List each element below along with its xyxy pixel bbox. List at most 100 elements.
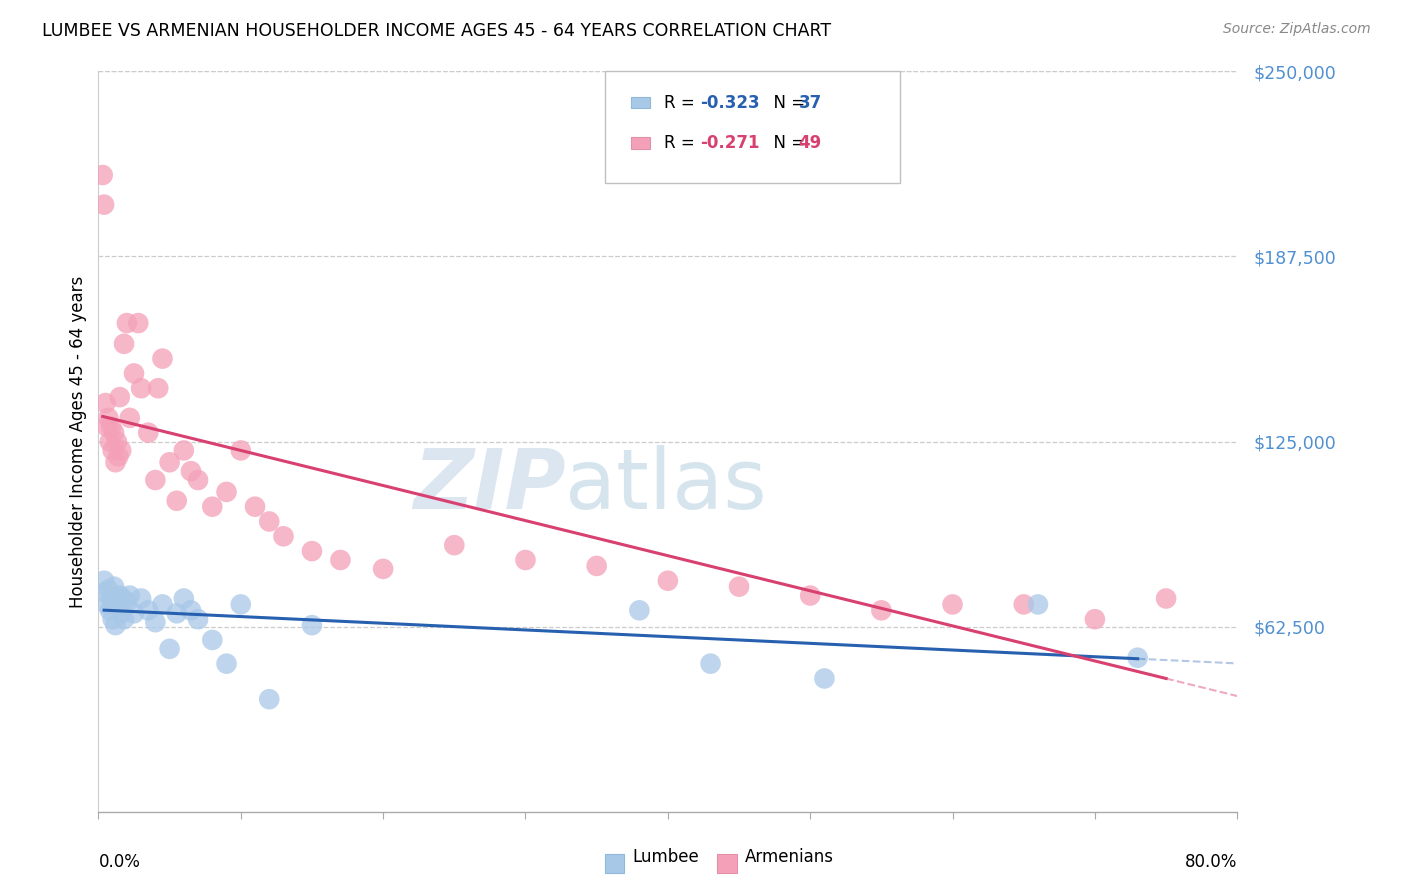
Point <box>103 580 125 594</box>
Text: ZIP: ZIP <box>413 445 565 526</box>
Point <box>129 591 152 606</box>
Point <box>107 600 129 615</box>
Point <box>98 603 121 617</box>
Point <box>180 464 202 478</box>
Text: N =: N = <box>763 94 811 112</box>
Point <box>870 603 893 617</box>
Text: 37: 37 <box>799 94 823 112</box>
Point <box>110 607 132 621</box>
Point <box>166 607 188 621</box>
Point <box>1126 650 1149 665</box>
Text: R =: R = <box>664 134 700 152</box>
Point <box>515 553 537 567</box>
Point <box>273 529 295 543</box>
Point <box>101 443 124 458</box>
Point <box>97 410 120 425</box>
Point <box>100 419 122 434</box>
Point <box>329 553 352 567</box>
Text: N =: N = <box>763 134 811 152</box>
Point <box>93 197 115 211</box>
Text: Lumbee: Lumbee <box>633 848 699 866</box>
Point <box>657 574 679 588</box>
Point <box>152 598 174 612</box>
Point <box>98 434 121 449</box>
Point <box>301 544 323 558</box>
Y-axis label: Householder Income Ages 45 - 64 years: Householder Income Ages 45 - 64 years <box>69 276 87 607</box>
Point <box>187 473 209 487</box>
Point <box>1012 598 1035 612</box>
Point <box>145 615 167 630</box>
Point <box>301 618 323 632</box>
Point <box>122 607 145 621</box>
Point <box>443 538 465 552</box>
Point <box>259 515 281 529</box>
Point <box>105 598 128 612</box>
Point <box>136 603 159 617</box>
Point <box>942 598 965 612</box>
Point <box>115 316 138 330</box>
Point <box>108 589 131 603</box>
Point <box>97 582 120 597</box>
Point <box>215 657 238 671</box>
Point <box>115 594 138 608</box>
Text: -0.323: -0.323 <box>700 94 759 112</box>
Point <box>145 473 167 487</box>
Point <box>101 612 124 626</box>
Point <box>94 396 117 410</box>
Text: 0.0%: 0.0% <box>98 854 141 871</box>
Text: LUMBEE VS ARMENIAN HOUSEHOLDER INCOME AGES 45 - 64 YEARS CORRELATION CHART: LUMBEE VS ARMENIAN HOUSEHOLDER INCOME AG… <box>42 22 831 40</box>
Point <box>107 450 129 464</box>
Point <box>96 419 118 434</box>
Point <box>110 443 132 458</box>
Point <box>111 591 134 606</box>
Text: 49: 49 <box>799 134 823 152</box>
Point <box>1154 591 1177 606</box>
Point <box>201 632 224 647</box>
Point <box>259 692 281 706</box>
Point <box>180 603 202 617</box>
Point <box>103 425 125 440</box>
Point <box>166 493 188 508</box>
Point <box>104 618 127 632</box>
Point <box>173 591 195 606</box>
Point <box>1026 598 1049 612</box>
Point <box>108 390 131 404</box>
Point <box>104 455 127 469</box>
Point <box>187 612 209 626</box>
Text: atlas: atlas <box>565 445 768 526</box>
Point <box>585 558 607 573</box>
Point <box>118 410 141 425</box>
Point <box>373 562 395 576</box>
Point <box>118 589 141 603</box>
Point <box>112 336 135 351</box>
Point <box>129 381 152 395</box>
Text: 80.0%: 80.0% <box>1185 854 1237 871</box>
Point <box>159 455 181 469</box>
Point <box>112 612 135 626</box>
Point <box>159 641 181 656</box>
Point <box>229 598 252 612</box>
Point <box>628 603 651 617</box>
Text: Source: ZipAtlas.com: Source: ZipAtlas.com <box>1223 22 1371 37</box>
Text: Armenians: Armenians <box>745 848 834 866</box>
Point <box>127 316 149 330</box>
Point <box>201 500 224 514</box>
Point <box>215 484 238 499</box>
Point <box>96 598 118 612</box>
Point <box>91 168 114 182</box>
Point <box>728 580 751 594</box>
Point <box>799 589 821 603</box>
Point <box>105 434 128 449</box>
Point <box>813 672 835 686</box>
Point <box>122 367 145 381</box>
Point <box>243 500 266 514</box>
Point <box>1084 612 1107 626</box>
Text: -0.271: -0.271 <box>700 134 759 152</box>
Point <box>173 443 195 458</box>
Point <box>93 574 115 588</box>
Point <box>699 657 721 671</box>
Point <box>136 425 159 440</box>
Text: R =: R = <box>664 94 700 112</box>
Point <box>229 443 252 458</box>
Point <box>94 585 117 599</box>
